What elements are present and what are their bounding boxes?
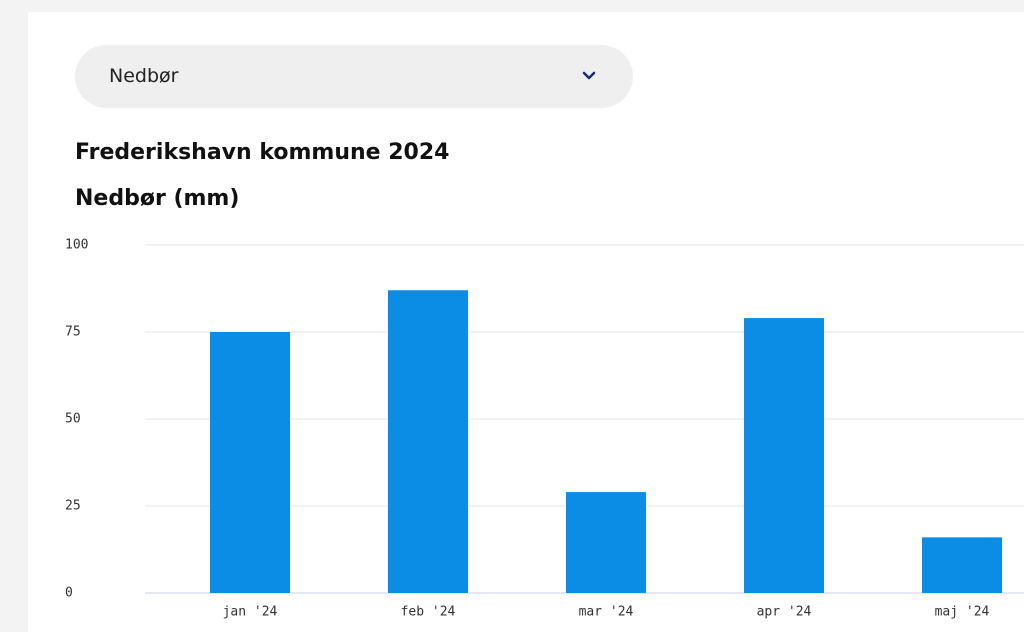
bar <box>210 332 290 593</box>
x-tick-label: mar '24 <box>579 605 634 620</box>
bar <box>922 537 1002 593</box>
chart-title: Frederikshavn kommune 2024 <box>75 140 450 165</box>
y-tick-label: 50 <box>65 412 81 427</box>
card <box>28 12 1024 632</box>
y-tick-label: 100 <box>65 238 88 253</box>
x-tick-label: feb '24 <box>401 605 456 620</box>
chevron-icon <box>582 71 596 80</box>
bar <box>388 290 468 593</box>
chart-subtitle: Nedbør (mm) <box>75 186 240 211</box>
dropdown[interactable]: Nedbør <box>75 45 633 108</box>
bar <box>744 318 824 593</box>
y-tick-label: 25 <box>65 499 81 514</box>
dropdown-label: Nedbør <box>109 65 179 87</box>
y-tick-label: 0 <box>65 586 73 601</box>
x-tick-label: jan '24 <box>223 605 278 620</box>
y-tick-label: 75 <box>65 325 81 340</box>
x-tick-label: maj '24 <box>935 605 990 620</box>
bar <box>566 492 646 593</box>
x-tick-label: apr '24 <box>757 605 812 620</box>
